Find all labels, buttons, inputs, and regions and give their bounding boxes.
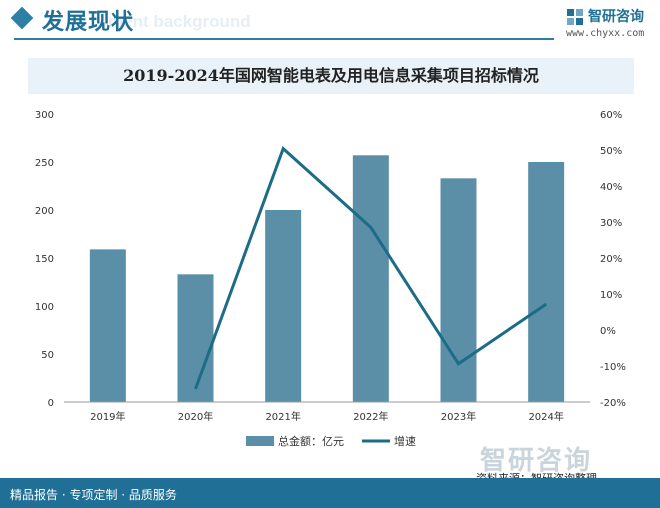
right-tick-label: 50% [600,146,622,157]
footer-slogan: 精品报告 · 专项定制 · 品质服务 [10,488,177,502]
x-tick-label: 2021年 [265,410,300,423]
right-tick-label: 40% [600,182,622,193]
left-tick-label: 300 [35,110,54,121]
left-tick-label: 50 [41,350,54,361]
combo-chart: 0 50 100 150 200 250 300 -20% -10% 0% 10% 20% 30% 40… [35,110,626,448]
brand-name: 智研咨询 [588,9,644,25]
legend-label-amount: 总金额：亿元 [278,434,344,448]
right-tick-label: 20% [600,254,622,265]
right-tick-label: 0% [600,326,616,337]
footer-bar [0,478,660,508]
watermark-brand: 智研咨询 [480,446,593,476]
diamond-icon [10,6,34,30]
left-tick-label: 0 [48,398,54,409]
right-tick-label: -20% [600,398,626,409]
bar [352,155,389,402]
bar [177,274,214,402]
right-tick-label: -10% [600,362,626,373]
right-tick-label: 10% [600,290,622,301]
chart-title-bar [28,58,634,94]
chyxx-logo-icon [567,9,583,25]
header: ment background 发展现状 智研咨询 www.chyxx.com [0,0,660,44]
right-tick-label: 60% [600,110,622,121]
bar-series [89,155,565,402]
x-tick-label: 2019年 [90,410,125,423]
left-tick-label: 200 [35,206,54,217]
x-tick-label: 2022年 [353,410,388,423]
x-axis: 2019年 2020年 2021年 2022年 2023年 2024年 [90,410,564,423]
brand-url: www.chyxx.com [566,28,645,39]
x-tick-label: 2024年 [528,410,563,423]
legend: 总金额：亿元 增速 [246,434,416,448]
x-tick-label: 2020年 [178,410,213,423]
left-tick-label: 100 [35,302,54,313]
bar [89,249,126,402]
left-tick-label: 250 [35,158,54,169]
header-divider [14,38,554,40]
bar [528,162,565,402]
left-axis: 0 50 100 150 200 250 300 [35,110,54,409]
legend-label-growth: 增速 [394,434,416,448]
chart-title: 2019-2024年国网智能电表及用电信息采集项目招标情况 [123,66,539,85]
legend-bar-swatch [246,436,274,446]
right-axis: -20% -10% 0% 10% 20% 30% 40% 50% 60% [600,110,626,409]
section-title: 发展现状 [42,10,135,35]
bar [440,178,477,402]
header-background-text: ment background [108,12,251,31]
bar [265,210,302,402]
right-tick-label: 30% [600,218,622,229]
left-tick-label: 150 [35,254,54,265]
x-tick-label: 2023年 [441,410,476,423]
growth-line [194,145,548,390]
